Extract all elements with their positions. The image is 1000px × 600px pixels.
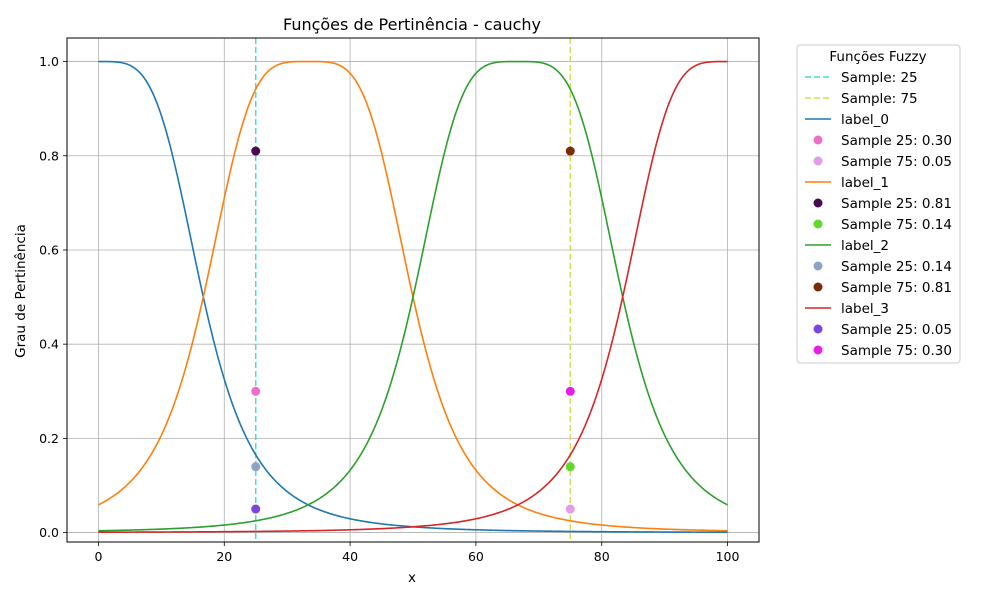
legend-swatch <box>813 156 823 166</box>
legend-swatch <box>813 324 823 334</box>
x-tick-label: 60 <box>468 549 484 564</box>
sample-point <box>565 146 575 156</box>
y-tick-label: 0.4 <box>39 337 59 352</box>
legend-label: Sample 75: 0.05 <box>841 154 952 170</box>
x-tick-label: 0 <box>94 549 102 564</box>
legend-item: Sample 25: 0.81 <box>813 196 952 212</box>
x-axis-ticks: 0 20 40 60 80 100 <box>94 542 740 564</box>
x-axis-label: x <box>408 570 416 586</box>
x-tick-label: 80 <box>594 549 610 564</box>
legend-item: Sample: 25 <box>805 70 918 86</box>
legend-items: Sample: 25 Sample: 75 label_0 Sample 25: 0.… <box>805 70 952 359</box>
chart-title: Funções de Pertinência - cauchy <box>283 15 541 34</box>
legend-label: Sample 75: 0.14 <box>841 217 952 233</box>
plot-frame <box>66 37 760 543</box>
legend-item: Sample 75: 0.81 <box>813 280 952 296</box>
legend-item: Sample 75: 0.30 <box>813 343 952 359</box>
sample-vertical-lines <box>254 38 572 542</box>
y-tick-label: 0.6 <box>39 242 59 257</box>
sample-point <box>565 504 575 514</box>
sample-point <box>251 146 261 156</box>
y-axis-label: Grau de Pertinência <box>13 224 29 358</box>
y-tick-label: 0.0 <box>39 525 59 540</box>
y-axis-ticks: 0.0 0.2 0.4 0.6 0.8 1.0 <box>39 54 67 540</box>
grid-lines <box>67 38 759 542</box>
sample-point <box>251 386 261 396</box>
legend-label: label_0 <box>841 112 889 128</box>
legend-item: Sample 75: 0.14 <box>813 217 952 233</box>
legend: Funções Fuzzy Sample: 25 Sample: 75 label_… <box>796 44 961 364</box>
legend-item: Sample 25: 0.14 <box>813 259 952 275</box>
sample-point <box>251 462 261 472</box>
plot-area <box>66 37 760 543</box>
legend-item: label_2 <box>805 238 889 254</box>
legend-label: label_3 <box>841 301 889 317</box>
legend-label: Sample 25: 0.81 <box>841 196 952 212</box>
legend-item: Sample: 75 <box>805 91 918 107</box>
legend-label: Sample 25: 0.14 <box>841 259 952 275</box>
legend-box <box>796 44 961 364</box>
y-tick-label: 0.8 <box>39 148 59 163</box>
legend-title: Funções Fuzzy <box>829 49 926 65</box>
legend-label: label_1 <box>841 175 889 191</box>
legend-item: Sample 25: 0.30 <box>813 133 952 149</box>
curve-label_3 <box>98 60 728 534</box>
legend-label: Sample: 75 <box>841 91 918 107</box>
legend-swatch <box>813 135 823 145</box>
x-tick-label: 40 <box>342 549 358 564</box>
legend-label: Sample: 25 <box>841 70 918 86</box>
legend-swatch <box>813 345 823 355</box>
legend-swatch <box>813 219 823 229</box>
sample-point <box>251 504 261 514</box>
membership-curves <box>98 60 728 534</box>
legend-item: label_1 <box>805 175 889 191</box>
sample-point <box>565 386 575 396</box>
legend-label: Sample 25: 0.30 <box>841 133 952 149</box>
legend-swatch <box>813 198 823 208</box>
legend-item: label_0 <box>805 112 889 128</box>
legend-label: Sample 75: 0.30 <box>841 343 952 359</box>
x-tick-label: 100 <box>716 549 740 564</box>
legend-swatch <box>813 261 823 271</box>
sample-point <box>565 462 575 472</box>
legend-item: Sample 75: 0.05 <box>813 154 952 170</box>
x-tick-label: 20 <box>216 549 232 564</box>
legend-label: Sample 75: 0.81 <box>841 280 952 296</box>
legend-label: label_2 <box>841 238 889 254</box>
y-tick-label: 0.2 <box>39 431 59 446</box>
y-tick-label: 1.0 <box>39 54 59 69</box>
legend-swatch <box>813 282 823 292</box>
legend-label: Sample 25: 0.05 <box>841 322 952 338</box>
legend-item: label_3 <box>805 301 889 317</box>
curve-label_2 <box>98 60 728 532</box>
legend-item: Sample 25: 0.05 <box>813 322 952 338</box>
sample-points <box>251 146 575 514</box>
